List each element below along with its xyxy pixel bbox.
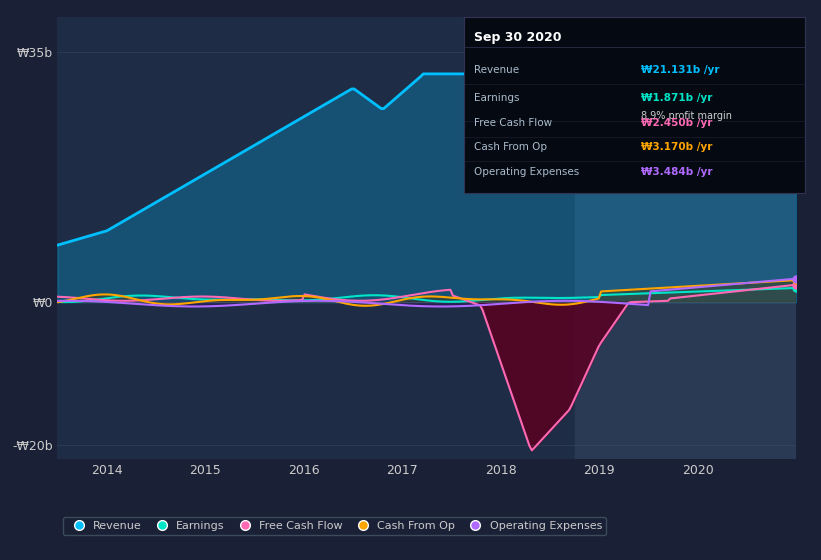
Text: ₩3.484b /yr: ₩3.484b /yr [641,167,713,177]
Text: Revenue: Revenue [474,65,519,74]
Text: Free Cash Flow: Free Cash Flow [474,118,553,128]
Text: ₩21.131b /yr: ₩21.131b /yr [641,65,719,74]
Text: 8.9% profit margin: 8.9% profit margin [641,110,732,120]
Text: ₩1.871b /yr: ₩1.871b /yr [641,93,713,103]
Text: ₩2.450b /yr: ₩2.450b /yr [641,118,713,128]
Text: Cash From Op: Cash From Op [474,142,547,152]
Text: Operating Expenses: Operating Expenses [474,167,580,177]
Text: ₩3.170b /yr: ₩3.170b /yr [641,142,713,152]
Text: Sep 30 2020: Sep 30 2020 [474,31,562,44]
Legend: Revenue, Earnings, Free Cash Flow, Cash From Op, Operating Expenses: Revenue, Earnings, Free Cash Flow, Cash … [63,516,607,535]
Text: Earnings: Earnings [474,93,520,103]
Bar [575,17,796,459]
